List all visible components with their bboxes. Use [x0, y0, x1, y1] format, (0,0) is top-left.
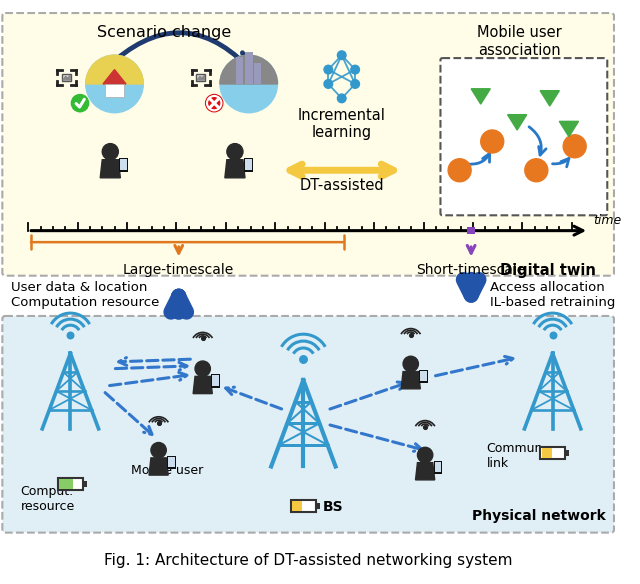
Polygon shape: [63, 75, 70, 80]
Circle shape: [351, 65, 360, 74]
Bar: [196, 74, 205, 81]
Polygon shape: [149, 458, 168, 475]
Circle shape: [525, 159, 548, 182]
Bar: [245, 159, 252, 170]
Text: Digital twin: Digital twin: [500, 263, 596, 278]
Text: Physical network: Physical network: [472, 509, 605, 523]
FancyBboxPatch shape: [3, 316, 614, 533]
Bar: [105, 84, 124, 98]
Bar: [212, 376, 219, 386]
Circle shape: [337, 51, 346, 60]
Text: BS: BS: [323, 500, 343, 514]
Bar: [434, 461, 442, 474]
Text: User data & location
Computation resource: User data & location Computation resourc…: [11, 281, 159, 309]
Bar: [244, 158, 253, 172]
Circle shape: [448, 159, 471, 182]
Bar: [58, 478, 83, 490]
Bar: [291, 499, 316, 512]
Polygon shape: [103, 69, 126, 84]
Bar: [211, 374, 220, 388]
Circle shape: [563, 135, 586, 158]
Bar: [236, 57, 243, 84]
Bar: [119, 158, 129, 172]
Text: Incremental
learning: Incremental learning: [298, 108, 386, 140]
Circle shape: [151, 443, 166, 458]
Text: Comput.
resource: Comput. resource: [20, 485, 75, 513]
Polygon shape: [415, 463, 435, 480]
Bar: [60, 479, 72, 489]
Bar: [255, 63, 261, 84]
Bar: [168, 457, 175, 467]
Bar: [540, 447, 565, 459]
Polygon shape: [508, 114, 527, 130]
Text: Mobile user
association: Mobile user association: [477, 26, 561, 58]
Text: Commun.
link: Commun. link: [486, 442, 547, 470]
Circle shape: [324, 65, 333, 74]
Bar: [420, 371, 427, 381]
Polygon shape: [225, 159, 245, 178]
Wedge shape: [86, 55, 143, 84]
Polygon shape: [471, 89, 490, 104]
Circle shape: [337, 94, 346, 103]
Polygon shape: [540, 91, 559, 106]
Bar: [120, 159, 127, 170]
Bar: [541, 449, 552, 458]
Circle shape: [72, 95, 88, 112]
Circle shape: [102, 144, 118, 159]
FancyBboxPatch shape: [3, 13, 614, 276]
Circle shape: [417, 447, 433, 463]
Circle shape: [351, 79, 360, 88]
Polygon shape: [197, 75, 204, 80]
Polygon shape: [401, 371, 420, 389]
Bar: [62, 74, 71, 81]
Wedge shape: [220, 55, 278, 84]
Bar: [292, 501, 302, 510]
Polygon shape: [100, 159, 120, 178]
Text: Large-timescale: Large-timescale: [123, 263, 234, 277]
Text: DT-assisted: DT-assisted: [300, 178, 384, 193]
Text: Mobile user: Mobile user: [131, 464, 203, 477]
Bar: [435, 462, 442, 472]
Bar: [83, 481, 86, 487]
Circle shape: [227, 144, 243, 159]
Bar: [245, 53, 253, 84]
Bar: [316, 503, 319, 509]
Bar: [565, 450, 569, 456]
Polygon shape: [193, 376, 212, 394]
Polygon shape: [559, 121, 579, 137]
Bar: [167, 456, 176, 470]
Bar: [419, 370, 428, 383]
Text: Scenario change: Scenario change: [97, 26, 232, 40]
Text: Short-timescale: Short-timescale: [417, 263, 526, 277]
Circle shape: [86, 55, 143, 113]
Circle shape: [324, 79, 333, 88]
FancyBboxPatch shape: [440, 58, 607, 215]
Circle shape: [220, 55, 278, 113]
Circle shape: [403, 356, 419, 371]
Circle shape: [481, 130, 504, 153]
Text: time: time: [593, 214, 621, 227]
Circle shape: [205, 95, 223, 112]
Text: Access allocation
IL-based retraining: Access allocation IL-based retraining: [490, 281, 616, 309]
Text: Fig. 1: Architecture of DT-assisted networking system: Fig. 1: Architecture of DT-assisted netw…: [104, 553, 513, 568]
Circle shape: [195, 361, 211, 376]
Bar: [467, 227, 475, 235]
